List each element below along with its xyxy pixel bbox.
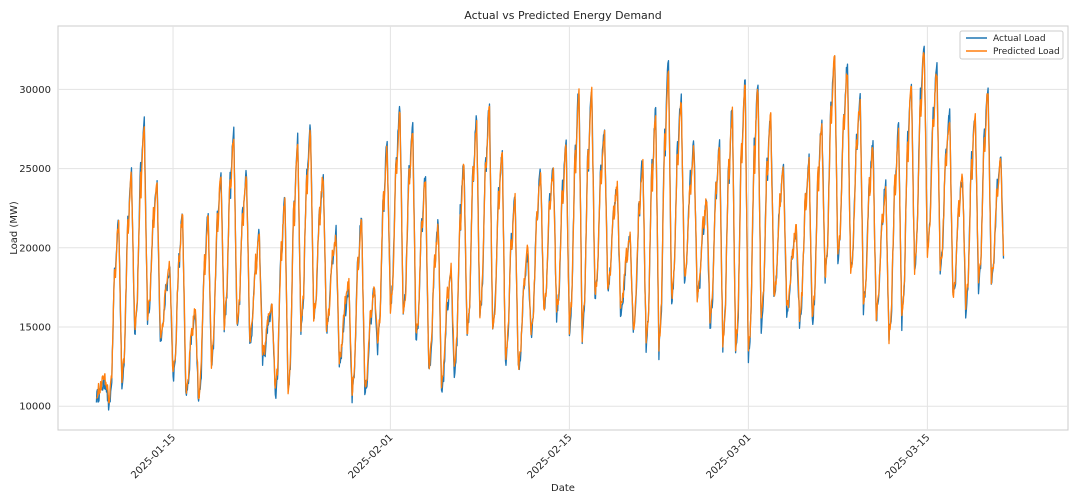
x-tick-label: 2025-02-15 bbox=[526, 432, 575, 481]
y-tick-label: 30000 bbox=[19, 85, 51, 96]
y-tick-label: 15000 bbox=[19, 323, 51, 334]
series-layer bbox=[95, 45, 1005, 411]
legend-label-predicted-load: Predicted Load bbox=[993, 47, 1060, 57]
y-axis-label: Load (MW) bbox=[9, 201, 20, 255]
x-tick-labels: 2025-01-15 2025-02-01 2025-02-15 2025-03-01… bbox=[129, 432, 932, 481]
x-tick-label: 2025-03-01 bbox=[705, 432, 754, 481]
y-tick-label: 10000 bbox=[19, 402, 51, 413]
y-tick-label: 20000 bbox=[19, 243, 51, 254]
x-tick-label: 2025-03-15 bbox=[884, 432, 933, 481]
series-line-predicted-load bbox=[95, 52, 1005, 404]
legend: Actual Load Predicted Load bbox=[959, 30, 1064, 60]
y-tick-labels: 10000 15000 20000 25000 30000 bbox=[19, 85, 51, 413]
x-tick-label: 2025-02-01 bbox=[347, 432, 396, 481]
chart-title: Actual vs Predicted Energy Demand bbox=[464, 9, 661, 22]
legend-label-actual-load: Actual Load bbox=[993, 34, 1046, 44]
y-tick-label: 25000 bbox=[19, 164, 51, 175]
x-tick-label: 2025-01-15 bbox=[129, 432, 178, 481]
x-axis-label: Date bbox=[551, 483, 575, 494]
